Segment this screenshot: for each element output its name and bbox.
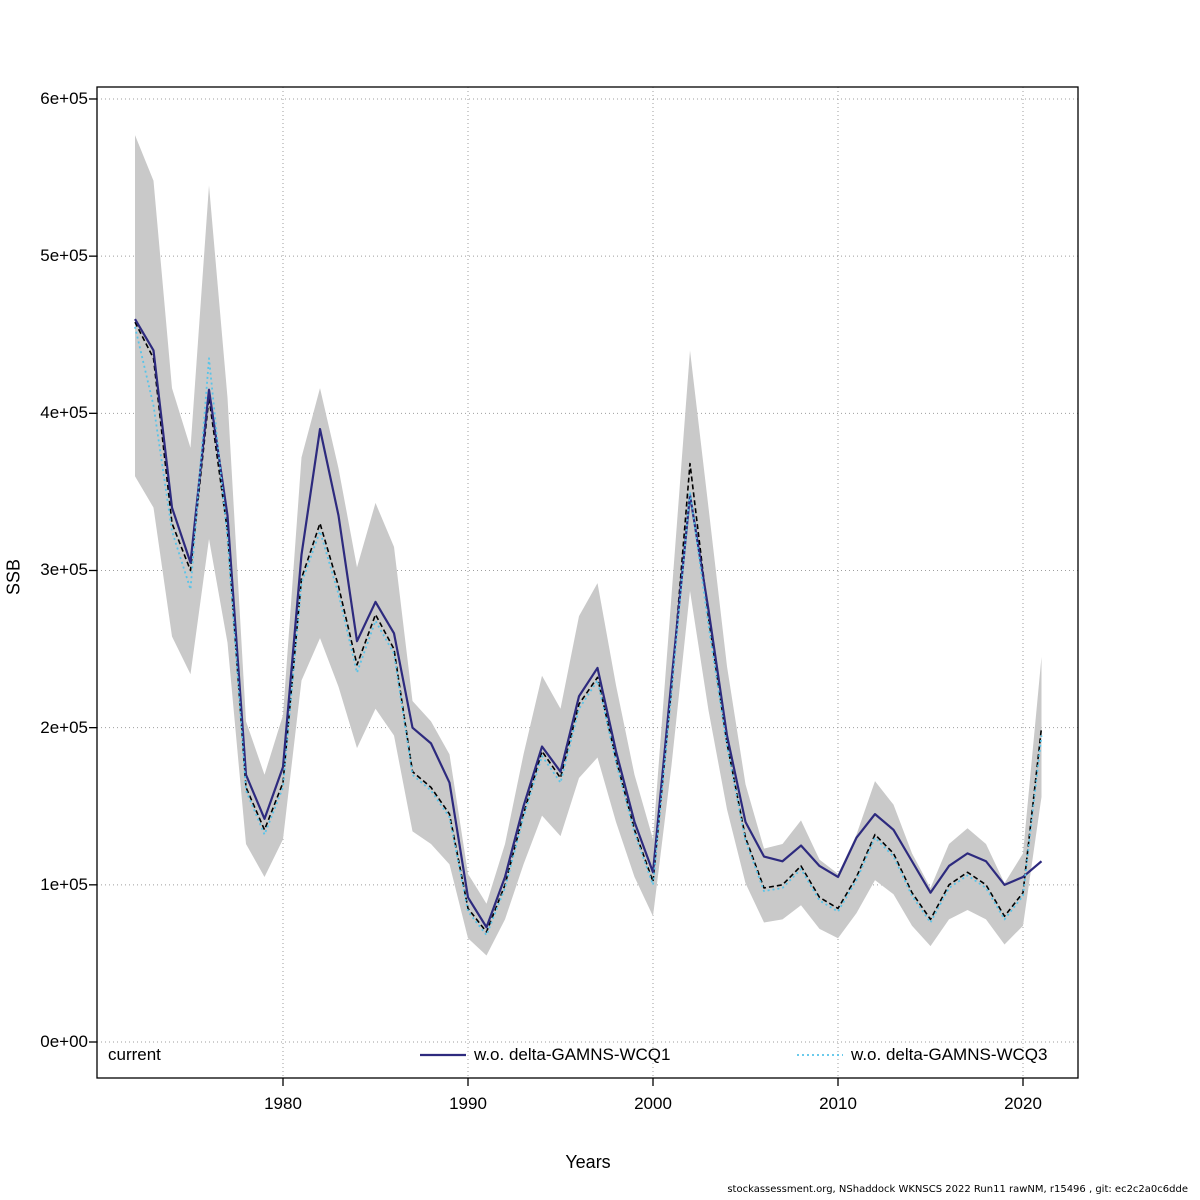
x-tick-label: 1990 — [449, 1094, 487, 1113]
legend-line-sample-wcq3-icon — [797, 1054, 843, 1056]
y-tick-label: 4e+05 — [40, 403, 88, 423]
y-tick-label: 6e+05 — [40, 88, 88, 108]
y-axis-title: SSB — [3, 558, 24, 596]
x-tick-label: 1980 — [264, 1094, 302, 1113]
x-tick-label: 2010 — [819, 1094, 857, 1113]
legend-label-wcq1: w.o. delta-GAMNS-WCQ1 — [474, 1045, 671, 1064]
legend-entry-wcq3: w.o. delta-GAMNS-WCQ3 — [797, 1044, 1048, 1066]
legend-label-current: current — [108, 1045, 161, 1064]
y-axis-tick-labels: 0e+00 1e+05 2e+05 3e+05 4e+05 5e+05 6e+05 — [0, 0, 88, 1200]
plot-frame — [96, 86, 1079, 1079]
x-tick-label: 2020 — [1004, 1094, 1042, 1113]
y-tick-label: 3e+05 — [40, 560, 88, 580]
series-line-1 — [134, 318, 1043, 929]
x-tick-label: 2000 — [634, 1094, 672, 1113]
y-tick-label: 2e+05 — [40, 717, 88, 737]
series-line-2 — [134, 326, 1043, 937]
x-axis-title: Years — [565, 1152, 611, 1172]
footer-text: stockassessment.org, NShaddock WKNSCS 20… — [727, 1184, 1188, 1195]
legend-label-wcq3: w.o. delta-GAMNS-WCQ3 — [851, 1045, 1048, 1064]
y-tick-label: 0e+00 — [40, 1032, 88, 1051]
confidence-band — [135, 135, 1042, 956]
legend-line-sample-wcq1-icon — [420, 1053, 466, 1057]
y-tick-label: 5e+05 — [40, 246, 88, 266]
y-tick-label: 1e+05 — [40, 874, 88, 894]
x-axis-tick-labels: 1980 1990 2000 2010 2020 — [0, 1094, 1200, 1118]
legend-entry-wcq1: w.o. delta-GAMNS-WCQ1 — [420, 1044, 671, 1066]
legend: current w.o. delta-GAMNS-WCQ1 w.o. delta… — [0, 1044, 1200, 1070]
legend-entry-current: current — [108, 1044, 161, 1066]
